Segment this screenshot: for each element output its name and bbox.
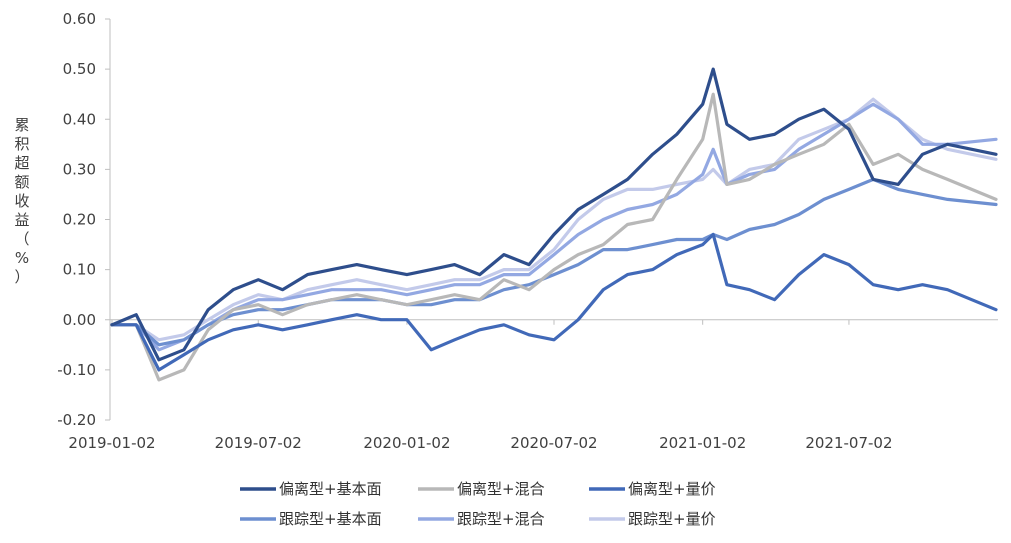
y-tick-label: 0.20 — [63, 211, 96, 229]
y-tick-label: 0.00 — [63, 311, 96, 329]
series-line-3 — [110, 232, 998, 372]
series-line-4 — [110, 177, 998, 347]
y-tick-label: 0.10 — [63, 261, 96, 279]
series-line-5 — [110, 102, 998, 352]
legend-label: 跟踪型+基本面 — [279, 510, 382, 528]
series-line-6 — [110, 97, 998, 342]
y-axis-label: 累积超额收益（%） — [14, 116, 29, 286]
y-tick-label: 0.30 — [63, 160, 96, 178]
y-tick-label: -0.10 — [57, 361, 96, 379]
x-tick-label: 2019-07-02 — [215, 434, 302, 452]
legend-label: 跟踪型+混合 — [457, 510, 545, 528]
x-axis: 2019-01-02 2019-07-02 2020-01-02 2020-07-02… — [68, 319, 998, 452]
x-tick-label: 2019-01-02 — [68, 434, 155, 452]
series-line-1 — [110, 67, 998, 362]
y-tick-label: 0.40 — [63, 110, 96, 128]
legend-label: 跟踪型+量价 — [628, 510, 716, 528]
y-tick-label: 0.60 — [63, 10, 96, 28]
legend-label: 偏离型+量价 — [628, 480, 716, 498]
plot-area — [110, 67, 998, 382]
y-tick-label: 0.50 — [63, 60, 96, 78]
x-tick-label: 2021-07-02 — [805, 434, 892, 452]
y-tick-label: -0.20 — [57, 411, 96, 429]
x-tick-label: 2020-01-02 — [363, 434, 450, 452]
legend-label: 偏离型+混合 — [457, 480, 545, 498]
x-tick-label: 2020-07-02 — [510, 434, 597, 452]
legend-label: 偏离型+基本面 — [279, 480, 382, 498]
x-tick-label: 2021-01-02 — [659, 434, 746, 452]
series-line-2 — [110, 92, 998, 382]
y-axis: -0.20 -0.10 0.00 0.10 0.20 0.30 0.40 0.50 0.60 — [57, 10, 111, 429]
